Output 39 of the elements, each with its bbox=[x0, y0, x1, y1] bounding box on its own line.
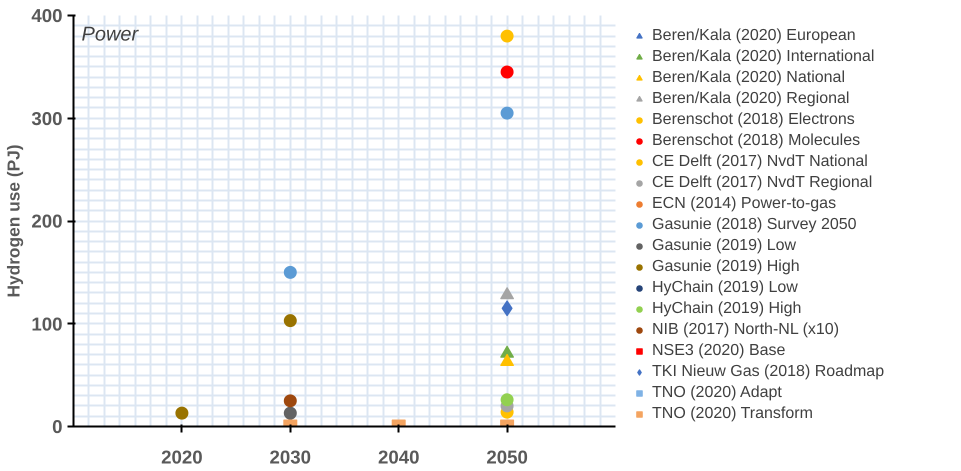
point bbox=[500, 66, 514, 78]
point bbox=[175, 406, 188, 420]
legend-label: Gasunie (2018) Survey 2050 bbox=[652, 216, 857, 234]
point bbox=[284, 394, 297, 408]
legend-label: Beren/Kala (2020) National bbox=[652, 69, 846, 87]
legend-label: HyChain (2019) Low bbox=[652, 279, 798, 297]
point bbox=[500, 106, 514, 120]
legend-label: Berenschot (2018) Molecules bbox=[652, 132, 860, 150]
legend-label: TNO (2020) Transform bbox=[652, 405, 813, 423]
point bbox=[284, 406, 297, 420]
annotation: Power bbox=[82, 24, 140, 46]
legend-label: Beren/Kala (2020) Regional bbox=[652, 90, 850, 108]
point bbox=[284, 314, 297, 328]
point bbox=[284, 266, 297, 279]
x-tick-label: 2040 bbox=[378, 446, 420, 468]
legend-label: NSE3 (2020) Base bbox=[652, 342, 786, 360]
legend-label: ECN (2014) Power-to-gas bbox=[652, 195, 836, 213]
legend-label: CE Delft (2017) NvdT National bbox=[652, 153, 868, 171]
legend-label: HyChain (2019) High bbox=[652, 300, 802, 318]
legend-label: TKI Nieuw Gas (2018) Roadmap bbox=[652, 363, 884, 381]
y-tick-label: 100 bbox=[31, 313, 63, 334]
point bbox=[500, 393, 514, 406]
legend-label: TNO (2020) Adapt bbox=[652, 384, 782, 402]
legend-label: Beren/Kala (2020) European bbox=[652, 27, 856, 45]
x-tick-label: 2020 bbox=[161, 446, 203, 468]
legend-label: Berenschot (2018) Electrons bbox=[652, 111, 855, 129]
x-tick-label: 2030 bbox=[270, 446, 312, 468]
legend-label: Gasunie (2019) Low bbox=[652, 237, 796, 255]
y-tick-label: 300 bbox=[31, 108, 63, 129]
legend-label: CE Delft (2017) NvdT Regional bbox=[652, 174, 872, 192]
y-tick-label: 400 bbox=[31, 5, 63, 26]
y-tick-label: 0 bbox=[52, 416, 63, 437]
x-tick-label: 2050 bbox=[486, 446, 528, 468]
y-tick-label: 200 bbox=[31, 210, 63, 232]
y-axis-title: Hydrogen use (PJ) bbox=[3, 144, 24, 298]
point bbox=[500, 30, 514, 43]
legend-label: NIB (2017) North-NL (x10) bbox=[652, 321, 840, 339]
legend-label: Gasunie (2019) High bbox=[652, 258, 800, 276]
legend-label: Beren/Kala (2020) International bbox=[652, 48, 874, 66]
